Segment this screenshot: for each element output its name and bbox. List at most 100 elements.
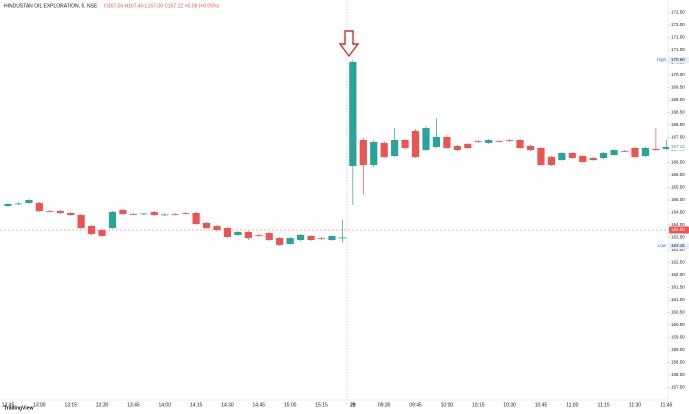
x-tick-label: 13:00: [33, 402, 46, 408]
candle-body: [506, 140, 514, 141]
y-tick-label: 170.00: [671, 72, 685, 77]
candle-body: [485, 140, 493, 143]
y-tick-label: 169.50: [671, 85, 685, 90]
candle-body: [88, 226, 96, 234]
y-tick-label: 172.00: [671, 22, 685, 27]
candle-body: [432, 137, 441, 147]
candle-body: [662, 147, 670, 149]
candle-body: [119, 210, 127, 214]
candle-body: [359, 140, 367, 165]
y-tick-label: 162.00: [671, 272, 685, 277]
y-tick-label: 162.50: [671, 260, 685, 265]
candle-body: [286, 238, 294, 244]
y-tick-label: 171.00: [671, 47, 685, 52]
high-marker-value: 170.60: [671, 57, 685, 62]
x-tick-label: 14:15: [190, 402, 203, 408]
y-tick-label: 165.50: [671, 185, 685, 190]
x-tick-label: 13:15: [64, 402, 77, 408]
candle-body: [171, 214, 179, 215]
low-marker-name: Low: [658, 243, 667, 248]
candle-body: [46, 211, 54, 212]
candle-body: [108, 212, 117, 228]
y-tick-label: 158.50: [671, 360, 685, 365]
candle-body: [317, 238, 326, 239]
high-marker-box: [669, 57, 689, 63]
candle-body: [223, 228, 232, 237]
candle-body: [610, 150, 618, 155]
candle-body: [349, 62, 357, 166]
candle-body: [77, 215, 85, 228]
annotation-arrow: [338, 30, 360, 58]
plot-area: 172.50172.00171.50171.00170.50170.00169.…: [0, 10, 689, 408]
candle-body: [547, 157, 555, 165]
x-tick-label: 09:30: [378, 402, 391, 408]
y-tick-label: 159.00: [671, 347, 685, 352]
candle-body: [98, 230, 106, 236]
high-marker-name: High: [657, 57, 667, 62]
candle-body: [140, 213, 148, 215]
candle-body: [276, 238, 284, 245]
last-price-label-value: 167.12: [671, 144, 685, 149]
candle-body: [370, 142, 378, 165]
y-tick-label: 161.00: [671, 297, 685, 302]
y-tick-label: 165.00: [671, 197, 685, 202]
y-tick-label: 161.50: [671, 285, 685, 290]
y-tick-label: 160.00: [671, 322, 685, 327]
x-tick-label: 13:30: [96, 402, 109, 408]
price-line-label-box: [669, 226, 689, 234]
candle-body: [526, 146, 535, 150]
low-marker-value: 163.16: [671, 243, 685, 248]
x-tick-label: 11:00: [566, 402, 578, 408]
x-tick-label: 12:45: [2, 402, 15, 408]
y-tick-label: 157.50: [671, 385, 685, 390]
y-tick-label: 166.50: [671, 160, 685, 165]
y-tick-label: 168.50: [671, 110, 685, 115]
y-tick-label: 172.50: [671, 10, 685, 15]
price-line-label-value: 163.80: [671, 227, 685, 232]
candle-body: [338, 237, 346, 239]
candle-body: [67, 213, 75, 215]
candle-body: [516, 140, 524, 148]
candle-body: [14, 203, 23, 205]
y-tick-label: 163.00: [671, 247, 685, 252]
y-tick-label: 163.50: [671, 235, 685, 240]
candle-body: [641, 148, 650, 156]
x-tick-label: 15:15: [315, 402, 328, 408]
y-tick-label: 160.50: [671, 310, 685, 315]
candle-body: [307, 236, 315, 240]
last-price-label-box: [669, 143, 689, 151]
candle-body: [297, 235, 305, 240]
x-tick-label: 10:45: [535, 402, 548, 408]
candle-body: [129, 214, 137, 215]
candle-body: [213, 226, 221, 230]
candle-body: [464, 144, 472, 148]
candle-body: [35, 203, 43, 211]
candle-body: [495, 141, 503, 142]
candle-body: [56, 211, 64, 213]
candle-body: [558, 153, 566, 160]
candle-body: [161, 214, 169, 216]
candle-body: [411, 131, 420, 157]
y-tick-label: 158.00: [671, 372, 685, 377]
candle-body: [568, 153, 576, 158]
candle-body: [391, 140, 399, 156]
x-tick-label: 14:45: [253, 402, 266, 408]
candle-body: [474, 141, 482, 142]
candle-body: [328, 236, 336, 240]
candle-body: [244, 232, 252, 238]
candle-body: [652, 149, 660, 150]
candle-body: [150, 212, 158, 215]
x-tick-label: 11:45: [660, 402, 672, 408]
x-tick-label: 28: [350, 402, 356, 408]
candle-body: [537, 148, 545, 165]
candle-body: [579, 156, 587, 162]
y-tick-label: 171.50: [671, 35, 685, 40]
x-tick-label: 13:45: [127, 402, 140, 408]
x-tick-label: 11:15: [598, 402, 610, 408]
x-tick-label: 10:15: [472, 402, 485, 408]
candle-body: [255, 235, 263, 236]
candle-body: [192, 213, 200, 224]
candle-body: [202, 223, 211, 228]
